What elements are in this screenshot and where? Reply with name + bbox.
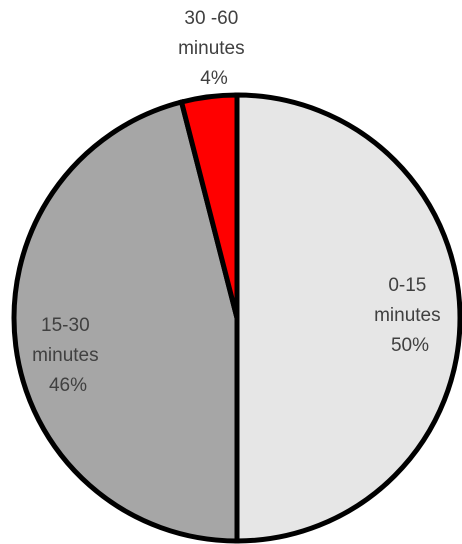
data-label-0-15-line-3: 50% [391, 335, 429, 356]
data-label-30-60-minutes: 30 -60 minutes 4% [178, 8, 250, 89]
pie-data-labels: 0-15 minutes 50% 15-30 minutes 46% 30 -6… [32, 8, 446, 396]
data-label-30-60-line-3: 4% [200, 68, 228, 89]
data-label-15-30-line-3: 46% [49, 375, 87, 396]
data-label-15-30-line-1: 15-30 [41, 315, 90, 336]
data-label-0-15-line-1: 0-15 [388, 275, 426, 296]
data-label-15-30-minutes: 15-30 minutes 46% [32, 315, 104, 396]
data-label-30-60-line-2: minutes [178, 38, 245, 59]
pie-slice-0-15-minutes [234, 92, 462, 544]
data-label-15-30-line-2: minutes [32, 345, 99, 366]
data-label-0-15-minutes: 0-15 minutes 50% [374, 275, 446, 356]
data-label-0-15-line-2: minutes [374, 305, 441, 326]
pie-slice-15-30-minutes [11, 98, 240, 544]
pie-slice-30-60-minutes [178, 92, 240, 319]
pie-slices [11, 92, 462, 544]
data-label-30-60-line-1: 30 -60 [184, 8, 238, 29]
